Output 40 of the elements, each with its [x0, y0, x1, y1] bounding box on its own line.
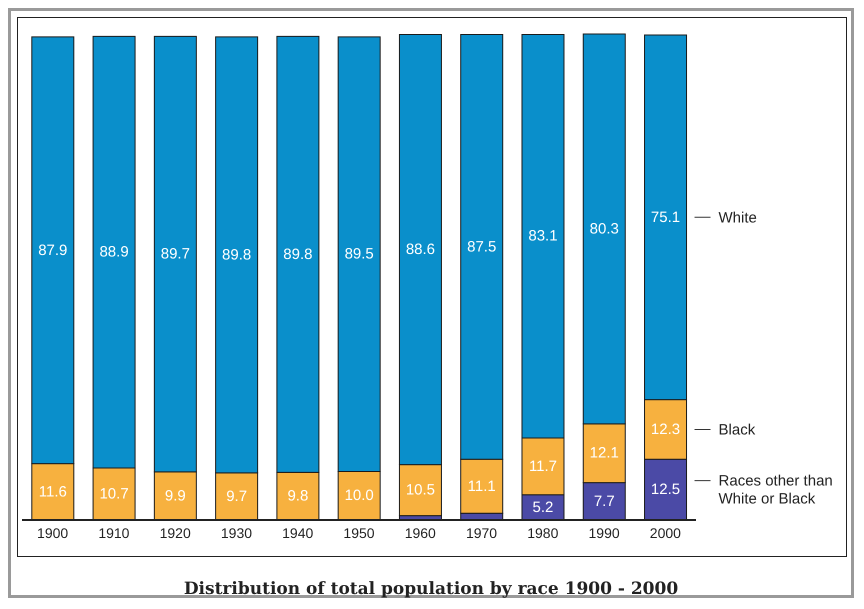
x-tick-label: 1960 [404, 524, 436, 541]
data-label: 12.3 [650, 420, 680, 438]
data-label: 9.9 [164, 487, 186, 504]
data-label: 7.7 [594, 492, 615, 510]
data-label: 5.2 [532, 498, 554, 516]
data-label: 75.1 [650, 208, 680, 226]
x-tick-label: 1930 [220, 524, 252, 541]
x-tick-label: 1980 [527, 524, 559, 541]
data-label: 83.1 [528, 228, 558, 245]
x-tick-label: 1990 [588, 524, 620, 541]
data-label: 10.7 [99, 486, 129, 503]
data-label: 12.5 [650, 481, 680, 498]
x-tick-label: 1970 [466, 524, 498, 541]
data-label: 89.7 [160, 246, 190, 263]
text: Distribution of total population by race 1900 - 2000 [182, 579, 680, 599]
x-tick-label: 1920 [160, 524, 191, 541]
data-label: 87.9 [38, 242, 68, 259]
data-label: 11.7 [528, 458, 558, 475]
x-tick-label: 1950 [343, 524, 375, 541]
data-label: 89.5 [344, 246, 374, 263]
data-label: 87.5 [467, 238, 496, 256]
data-label: 80.3 [590, 220, 619, 238]
data-label: 10.0 [344, 487, 374, 504]
x-tick-label: 1900 [37, 524, 68, 541]
data-label: 88.6 [406, 241, 436, 258]
data-label: 12.1 [590, 444, 619, 462]
data-label: 9.8 [287, 488, 308, 505]
text: Black [718, 420, 756, 438]
data-label: 88.9 [99, 244, 129, 261]
x-tick-label: 1910 [98, 524, 130, 541]
data-label: 11.1 [468, 478, 496, 495]
data-label: 11.6 [38, 483, 67, 500]
x-tick-label: 1940 [282, 524, 314, 541]
text: White [718, 208, 757, 226]
x-tick-label: 2000 [650, 524, 682, 541]
data-label: 89.8 [283, 246, 312, 263]
text: Races other than White or Black [718, 472, 833, 508]
data-label: 9.7 [226, 488, 248, 505]
data-label: 89.8 [222, 246, 252, 264]
data-label: 10.5 [406, 482, 436, 499]
